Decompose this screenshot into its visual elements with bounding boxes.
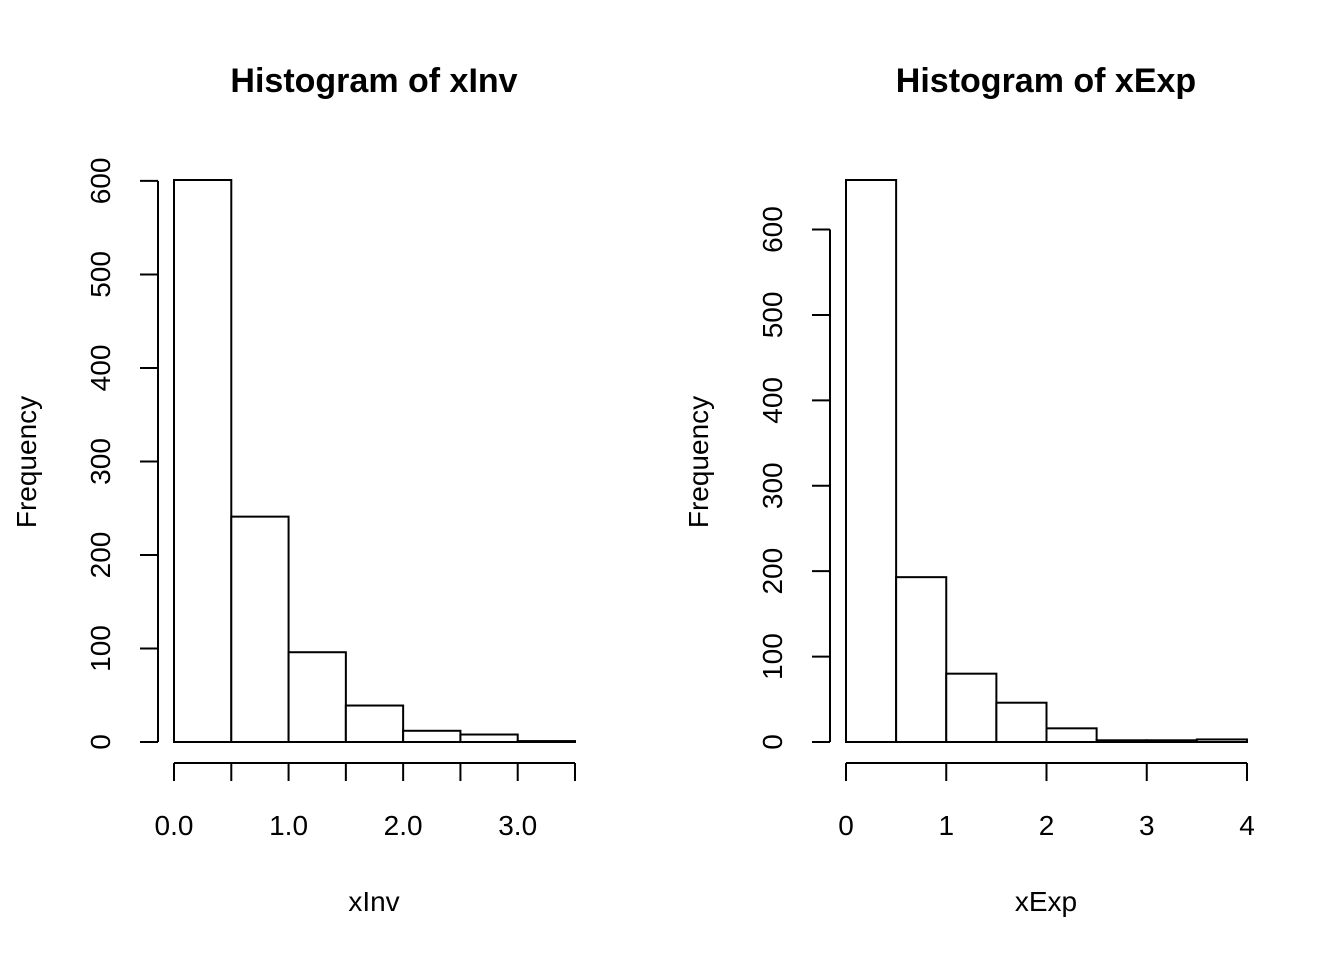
histogram-bar <box>344 704 405 743</box>
histogram-bar <box>402 729 462 743</box>
histogram-bar <box>995 701 1048 743</box>
histogram-bar <box>516 740 577 743</box>
x-tick-label: 2.0 <box>384 810 423 841</box>
y-tick-label: 200 <box>85 532 116 579</box>
y-tick-label: 0 <box>85 734 116 750</box>
y-tick-label: 600 <box>757 206 788 253</box>
chart-title: Histogram of xInv <box>230 62 517 100</box>
bars <box>845 179 1248 744</box>
histogram-panel-xexp: Histogram of xExp xExp Frequency 0 1 2 3 4 0… <box>683 62 1255 917</box>
histogram-bar <box>895 576 948 744</box>
histogram-bar <box>230 515 290 743</box>
x-tick-label: 1 <box>938 810 954 841</box>
bars <box>173 179 577 744</box>
y-tick-label: 0 <box>757 734 788 750</box>
x-tick-label: 0.0 <box>155 810 194 841</box>
histogram-bar <box>287 651 347 743</box>
histogram-bar <box>173 179 233 743</box>
y-tick-label: 300 <box>757 462 788 509</box>
y-axis-title: Frequency <box>683 396 714 528</box>
x-axis: 0 1 2 3 4 <box>838 762 1255 841</box>
histogram-bar <box>1045 727 1098 744</box>
x-tick-label: 1.0 <box>269 810 308 841</box>
y-tick-label: 100 <box>85 625 116 672</box>
y-tick-label: 600 <box>85 158 116 205</box>
histogram-panel-xinv: Histogram of xInv xInv Frequency 0.0 1.0 2… <box>11 62 577 917</box>
histogram-bar <box>845 179 898 743</box>
histogram-bar <box>945 672 998 744</box>
y-tick-label: 400 <box>85 345 116 392</box>
x-axis-title: xInv <box>348 886 399 917</box>
y-tick-label: 100 <box>757 633 788 680</box>
histogram-bar <box>1095 739 1148 744</box>
y-tick-label: 400 <box>757 377 788 424</box>
histogram-bar <box>1145 739 1198 744</box>
x-tick-label: 2 <box>1039 810 1055 841</box>
x-tick-label: 0 <box>838 810 854 841</box>
histogram-bar <box>1195 738 1248 743</box>
x-tick-label: 3.0 <box>498 810 537 841</box>
x-axis: 0.0 1.0 2.0 3.0 <box>155 762 576 841</box>
y-tick-label: 200 <box>757 548 788 595</box>
y-axis: 0 100 200 300 400 500 600 <box>85 158 159 750</box>
x-axis-title: xExp <box>1015 886 1077 917</box>
y-axis: 0 100 200 300 400 500 600 <box>757 206 831 750</box>
x-tick-label: 3 <box>1139 810 1155 841</box>
y-axis-title: Frequency <box>11 396 42 528</box>
y-tick-label: 300 <box>85 438 116 485</box>
histogram-bar <box>459 733 519 744</box>
y-tick-label: 500 <box>757 292 788 339</box>
chart-title: Histogram of xExp <box>896 62 1196 100</box>
x-tick-label: 4 <box>1239 810 1255 841</box>
y-tick-label: 500 <box>85 251 116 298</box>
